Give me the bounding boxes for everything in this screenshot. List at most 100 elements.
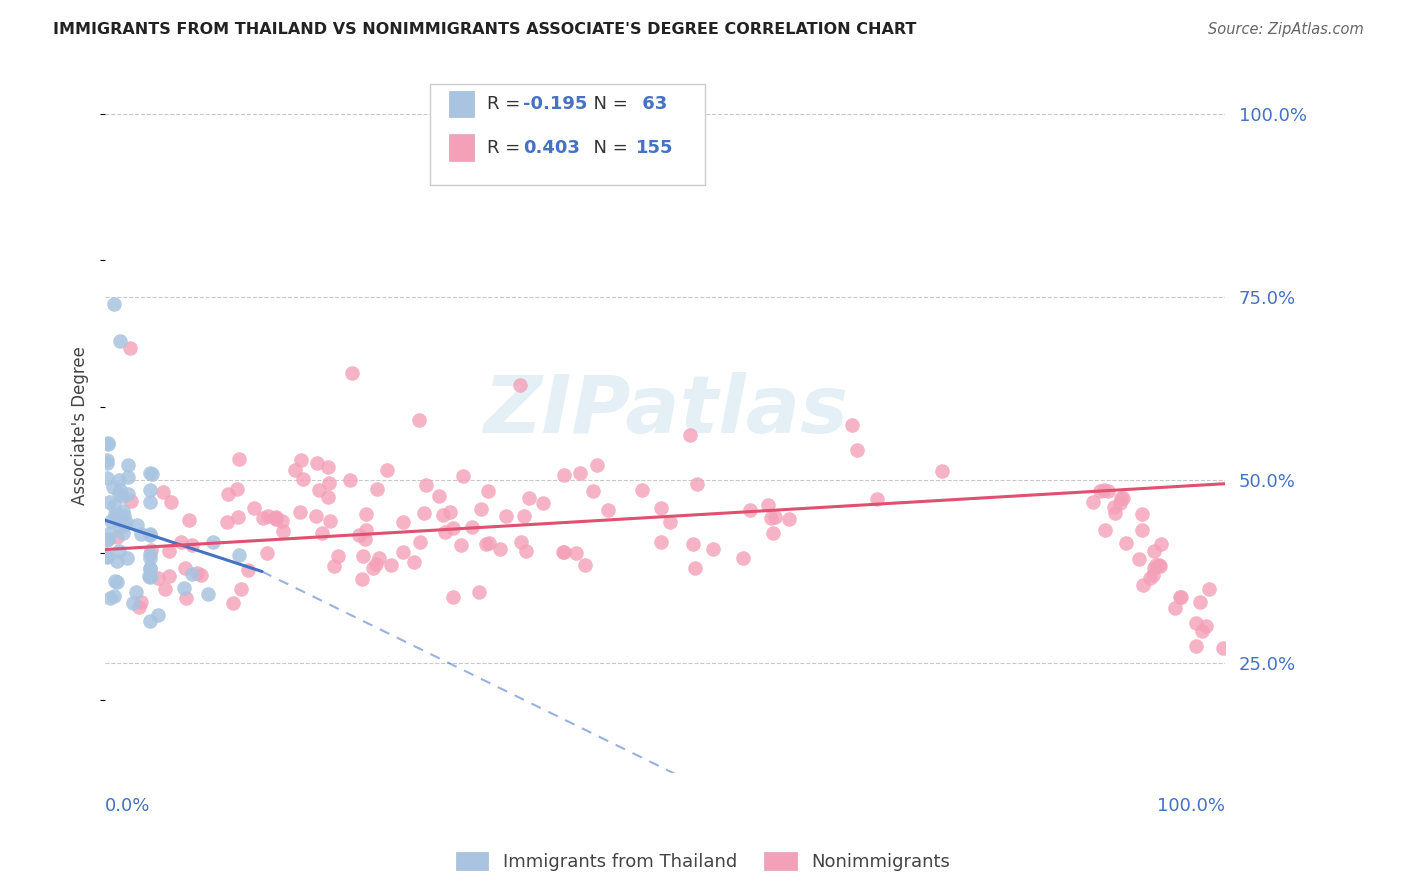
Point xyxy=(1195,618,1218,632)
Point xyxy=(243,501,266,516)
Point xyxy=(111,490,134,504)
Point xyxy=(139,569,162,583)
Text: N =: N = xyxy=(582,138,634,157)
Point xyxy=(565,546,588,560)
Legend: Immigrants from Thailand, Nonimmigrants: Immigrants from Thailand, Nonimmigrants xyxy=(449,845,957,879)
Point xyxy=(256,509,278,524)
Point xyxy=(117,487,139,501)
Point xyxy=(129,595,152,609)
Point xyxy=(568,466,591,480)
Point xyxy=(117,470,139,484)
Point xyxy=(477,483,499,498)
Point xyxy=(125,518,148,533)
Point xyxy=(761,511,783,525)
Point xyxy=(104,507,127,521)
Point xyxy=(111,525,134,540)
Point xyxy=(682,537,704,551)
Point xyxy=(138,569,160,583)
Point xyxy=(1170,590,1192,604)
Point xyxy=(553,467,575,482)
Point xyxy=(222,595,245,609)
Point xyxy=(519,491,541,506)
Point xyxy=(129,526,152,541)
Point xyxy=(1083,495,1105,509)
Point xyxy=(470,501,492,516)
Point xyxy=(264,511,287,525)
Point xyxy=(702,542,724,557)
Point xyxy=(139,547,162,561)
Point xyxy=(96,533,118,547)
Point xyxy=(339,473,361,487)
Point xyxy=(461,520,484,534)
Point xyxy=(139,562,162,576)
Point xyxy=(375,463,398,477)
Point xyxy=(264,510,287,524)
Point xyxy=(408,534,430,549)
Point xyxy=(308,483,330,498)
Point xyxy=(1185,639,1208,653)
Point xyxy=(108,483,131,498)
Text: IMMIGRANTS FROM THAILAND VS NONIMMIGRANTS ASSOCIATE'S DEGREE CORRELATION CHART: IMMIGRANTS FROM THAILAND VS NONIMMIGRANT… xyxy=(53,22,917,37)
Point xyxy=(105,530,128,544)
Point xyxy=(139,466,162,480)
Point xyxy=(467,585,489,599)
Point xyxy=(96,549,118,564)
Point xyxy=(685,561,707,575)
Point xyxy=(1191,624,1213,638)
Point xyxy=(841,417,863,432)
Point xyxy=(118,341,141,355)
Point xyxy=(311,525,333,540)
Point xyxy=(139,527,162,541)
Point xyxy=(342,366,364,380)
Point xyxy=(1115,536,1137,550)
Point xyxy=(509,377,531,392)
Point xyxy=(1094,524,1116,538)
Point xyxy=(112,518,135,533)
Point xyxy=(366,482,388,496)
Point xyxy=(756,498,779,512)
Point xyxy=(1143,561,1166,575)
Point xyxy=(181,566,204,581)
Text: Source: ZipAtlas.com: Source: ZipAtlas.com xyxy=(1208,22,1364,37)
Point xyxy=(318,476,340,491)
Point xyxy=(252,511,274,525)
Point xyxy=(1104,506,1126,520)
Point xyxy=(404,555,426,569)
Point xyxy=(103,590,125,604)
Point xyxy=(316,459,339,474)
Point xyxy=(197,587,219,601)
Point xyxy=(488,542,510,557)
Point xyxy=(1142,567,1164,582)
Point xyxy=(146,571,169,585)
Point xyxy=(551,545,574,559)
Point xyxy=(174,560,197,574)
Point xyxy=(1212,640,1234,655)
Text: 63: 63 xyxy=(636,95,668,113)
Point xyxy=(352,572,374,586)
Point xyxy=(596,503,619,517)
Point xyxy=(139,570,162,584)
Point xyxy=(226,509,249,524)
Point xyxy=(170,535,193,549)
Point xyxy=(97,533,120,547)
Point xyxy=(139,560,162,574)
Point xyxy=(111,517,134,532)
Point xyxy=(98,591,121,605)
Point xyxy=(478,536,501,550)
Point xyxy=(120,493,142,508)
Point xyxy=(513,509,536,524)
Point xyxy=(226,482,249,496)
Point xyxy=(354,533,377,547)
Point xyxy=(495,508,517,523)
Point xyxy=(1097,484,1119,499)
Point xyxy=(179,513,201,527)
Point xyxy=(139,543,162,558)
Point xyxy=(392,544,415,558)
Point xyxy=(217,486,239,500)
FancyBboxPatch shape xyxy=(449,91,474,117)
Point xyxy=(515,544,537,558)
Point xyxy=(97,437,120,451)
Point xyxy=(1130,523,1153,537)
Point xyxy=(1147,558,1170,573)
Point xyxy=(1150,537,1173,551)
